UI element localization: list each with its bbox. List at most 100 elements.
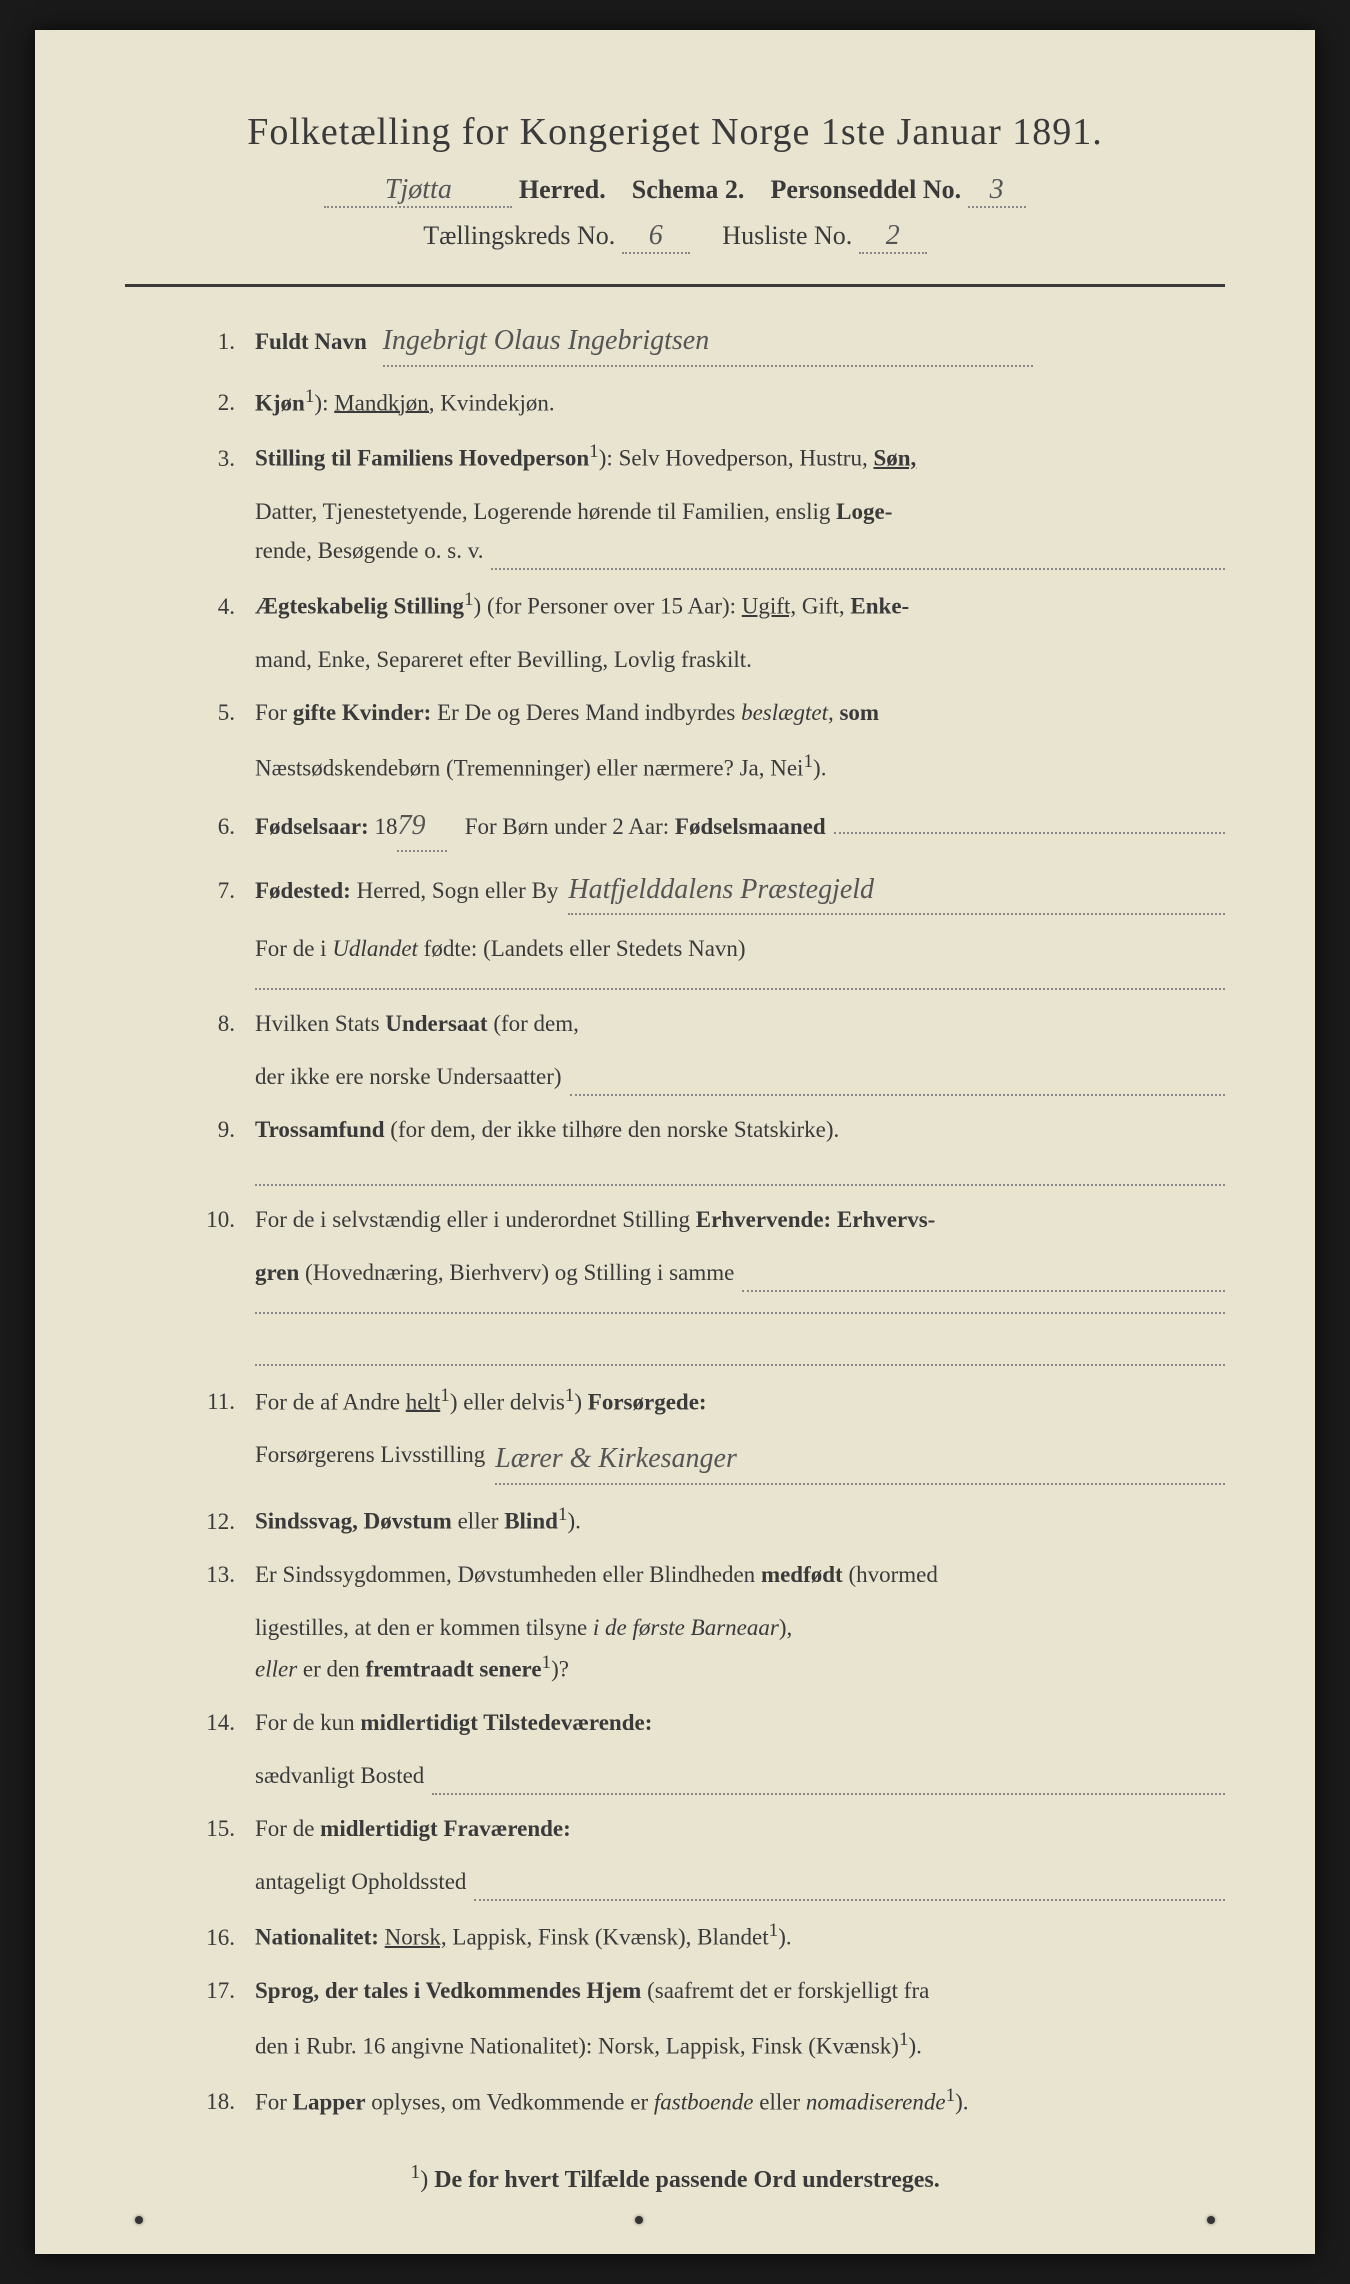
text: For bbox=[255, 700, 287, 725]
text: eller bbox=[759, 2089, 800, 2114]
label: Blind bbox=[504, 1509, 558, 1534]
question-7: 7. Fødested: Herred, Sogn eller By Hatfj… bbox=[185, 866, 1225, 916]
text: ligestilles, at den er kommen tilsyne bbox=[255, 1615, 587, 1640]
text: For bbox=[255, 2089, 287, 2114]
selected-gender: Mandkjøn, bbox=[334, 390, 434, 415]
italic: beslægtet, bbox=[741, 700, 834, 725]
question-2: 2. Kjøn1): Mandkjøn, Kvindekjøn. bbox=[185, 381, 1225, 423]
herred-label: Herred. bbox=[519, 175, 606, 204]
q-num: 5. bbox=[185, 693, 255, 732]
question-16: 16. Nationalitet: Norsk, Lappisk, Finsk … bbox=[185, 1915, 1225, 1957]
q-label: Stilling til Familiens Hovedperson bbox=[255, 446, 589, 471]
dots bbox=[570, 1057, 1225, 1096]
q17-line2: den i Rubr. 16 angivne Nationalitet): No… bbox=[255, 2024, 1225, 2066]
italic: fastboende bbox=[654, 2089, 754, 2114]
census-form-page: Folketælling for Kongeriget Norge 1ste J… bbox=[35, 30, 1315, 2254]
provider-occupation: Lærer & Kirkesanger bbox=[495, 1435, 1225, 1485]
dots bbox=[255, 1344, 1225, 1366]
text: Loge- bbox=[836, 499, 892, 524]
label: Fødselsmaaned bbox=[675, 807, 826, 846]
q-label: gifte Kvinder: bbox=[293, 700, 432, 725]
question-18: 18. For Lapper oplyses, om Vedkommende e… bbox=[185, 2080, 1225, 2122]
sup: 1 bbox=[565, 1385, 575, 1406]
sup: 1 bbox=[558, 1504, 568, 1525]
q4-line2: mand, Enke, Separeret efter Bevilling, L… bbox=[255, 640, 1225, 679]
q15-line2: antageligt Opholdssted bbox=[255, 1862, 1225, 1901]
q-label: Lapper bbox=[293, 2089, 366, 2114]
sup: 1 bbox=[589, 441, 599, 462]
q-num: 13. bbox=[185, 1555, 255, 1594]
opt: Kvindekjøn. bbox=[440, 390, 554, 415]
q-label: Kjøn bbox=[255, 390, 305, 415]
sup: 1 bbox=[542, 1652, 552, 1673]
question-13: 13. Er Sindssygdommen, Døvstumheden elle… bbox=[185, 1555, 1225, 1594]
q-num: 9. bbox=[185, 1110, 255, 1149]
q-num: 17. bbox=[185, 1971, 255, 2010]
q3-line2: Datter, Tjenestetyende, Logerende hørend… bbox=[255, 492, 1225, 531]
text: Gift, bbox=[802, 594, 845, 619]
q-num: 3. bbox=[185, 439, 255, 478]
text: eller bbox=[458, 1509, 499, 1534]
q9-line2 bbox=[255, 1164, 1225, 1186]
q-label: midlertidigt Fraværende: bbox=[320, 1816, 571, 1841]
text: eller delvis bbox=[463, 1389, 565, 1414]
q-num: 4. bbox=[185, 587, 255, 626]
q10-line4 bbox=[255, 1344, 1225, 1366]
question-1: 1. Fuldt Navn Ingebrigt Olaus Ingebrigts… bbox=[185, 317, 1225, 367]
dots bbox=[432, 1756, 1225, 1795]
text: gren bbox=[255, 1253, 299, 1292]
birth-year: 79 bbox=[397, 802, 447, 852]
text: Er De og Deres Mand indbyrdes bbox=[437, 700, 735, 725]
name-value: Ingebrigt Olaus Ingebrigtsen bbox=[383, 317, 1033, 367]
sup: 1 bbox=[899, 2029, 909, 2050]
pin-icon bbox=[635, 2216, 643, 2224]
q7-line2: For de i Udlandet fødte: (Landets eller … bbox=[255, 929, 1225, 968]
question-15: 15. For de midlertidigt Fraværende: bbox=[185, 1809, 1225, 1848]
dots bbox=[742, 1253, 1225, 1292]
text: Lappisk, Finsk (Kvænsk), Blandet bbox=[452, 1925, 768, 1950]
text: For de af Andre bbox=[255, 1389, 400, 1414]
text: den i Rubr. 16 angivne Nationalitet): No… bbox=[255, 2034, 899, 2059]
q7-line3 bbox=[255, 968, 1225, 990]
text: (for dem, bbox=[493, 1011, 579, 1036]
footnote-text: De for hvert Tilfælde passende Ord under… bbox=[434, 2167, 940, 2193]
q-label: medfødt bbox=[761, 1562, 843, 1587]
dots bbox=[255, 1292, 1225, 1314]
text: Datter, Tjenestetyende, Logerende hørend… bbox=[255, 499, 830, 524]
q-label: Erhvervende: Erhvervs- bbox=[696, 1207, 936, 1232]
question-6: 6. Fødselsaar: 1879 For Børn under 2 Aar… bbox=[185, 802, 1225, 852]
text: Hvilken Stats bbox=[255, 1011, 380, 1036]
header-row-1: Tjøtta Herred. Schema 2. Personseddel No… bbox=[125, 174, 1225, 208]
question-5: 5. For gifte Kvinder: Er De og Deres Man… bbox=[185, 693, 1225, 732]
italic: nomadiserende bbox=[806, 2089, 946, 2114]
text: (for Personer over 15 Aar): bbox=[487, 594, 736, 619]
text: rende, Besøgende o. s. v. bbox=[255, 531, 483, 570]
text: For de bbox=[255, 1816, 314, 1841]
q13-line2: ligestilles, at den er kommen tilsyne i … bbox=[255, 1608, 1225, 1647]
text: Næstsødskendebørn (Tremenninger) eller n… bbox=[255, 756, 803, 781]
husliste-value: 2 bbox=[859, 220, 927, 254]
husliste-label: Husliste No. bbox=[722, 221, 852, 250]
q-label: Ægteskabelig Stilling bbox=[255, 594, 464, 619]
q-label: Fødselsaar: bbox=[255, 807, 369, 846]
text: som bbox=[839, 700, 879, 725]
text: (saafremt det er forskjelligt fra bbox=[647, 1978, 929, 2003]
text: fødte: (Landets eller Stedets Navn) bbox=[424, 936, 746, 961]
q8-line2: der ikke ere norske Undersaatter) bbox=[255, 1057, 1225, 1096]
q-num: 8. bbox=[185, 1004, 255, 1043]
label: fremtraadt senere bbox=[365, 1657, 541, 1682]
text: For de i selvstændig eller i underordnet… bbox=[255, 1207, 690, 1232]
text: antageligt Opholdssted bbox=[255, 1862, 466, 1901]
text: (Hovednæring, Bierhverv) og Stilling i s… bbox=[305, 1253, 734, 1292]
q-num: 7. bbox=[185, 871, 255, 910]
question-12: 12. Sindssvag, Døvstum eller Blind1). bbox=[185, 1499, 1225, 1541]
selected-relation: Søn, bbox=[873, 446, 916, 471]
q3-line3: rende, Besøgende o. s. v. bbox=[255, 531, 1225, 570]
text: der ikke ere norske Undersaatter) bbox=[255, 1057, 562, 1096]
q10-line2: gren (Hovednæring, Bierhverv) og Stillin… bbox=[255, 1253, 1225, 1292]
text: Forsørgerens Livsstilling bbox=[255, 1435, 485, 1485]
question-8: 8. Hvilken Stats Undersaat (for dem, bbox=[185, 1004, 1225, 1043]
herred-value: Tjøtta bbox=[324, 174, 512, 208]
text: Herred, Sogn eller By bbox=[357, 871, 559, 910]
sup: 1 bbox=[464, 589, 474, 610]
